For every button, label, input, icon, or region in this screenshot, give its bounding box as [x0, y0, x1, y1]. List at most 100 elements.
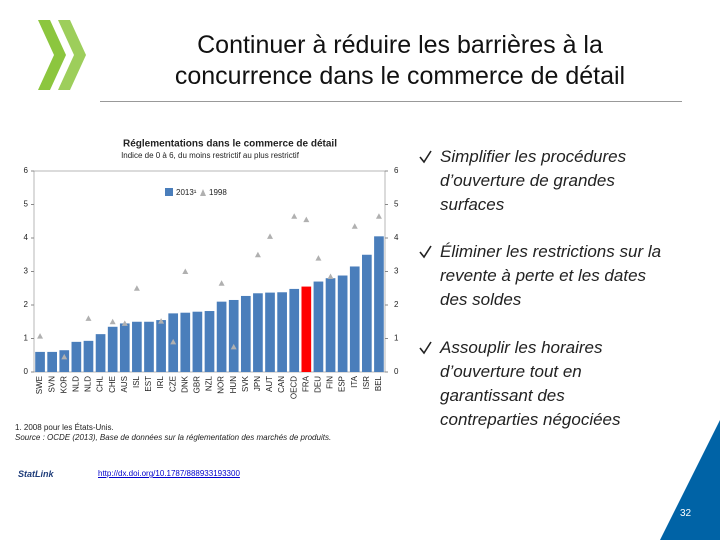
x-tick-label: NLD [71, 376, 80, 392]
bar [313, 281, 324, 372]
x-tick-label: ITA [350, 375, 359, 388]
y-tick-label: 5 [24, 200, 29, 209]
x-tick-label: DNK [180, 375, 189, 393]
marker-1998 [158, 318, 165, 324]
bar [47, 351, 57, 372]
y-tick-label: 2 [24, 300, 29, 309]
y2-tick-label: 4 [394, 233, 399, 242]
bullet-line: revente à perte et les dates [440, 266, 647, 285]
legend-label: 2013¹ [176, 188, 197, 197]
x-tick-label: BEL [374, 375, 383, 391]
marker-1998 [327, 273, 334, 280]
corner-decoration [660, 420, 720, 540]
marker-1998 [351, 223, 358, 229]
bullet-line: garantissant des [440, 386, 565, 405]
x-tick-label: KOR [59, 376, 68, 394]
y-tick-label: 3 [24, 267, 29, 276]
bullet-line: d’ouverture tout en [440, 362, 582, 381]
footnote: 1. 2008 pour les États-Unis. [15, 423, 114, 432]
marker-1998 [37, 333, 44, 339]
x-tick-label: OECD [289, 376, 298, 399]
x-tick-label: AUT [265, 376, 274, 392]
bullet-line: des soldes [440, 290, 522, 309]
check-icon [419, 150, 432, 164]
legend-swatch [165, 188, 173, 196]
marker-1998 [254, 251, 261, 258]
x-tick-label: CZE [168, 376, 177, 392]
bar [59, 350, 70, 372]
chart-subtitle: Indice de 0 à 6, du moins restrictif au … [121, 151, 300, 160]
bar [192, 311, 203, 372]
x-tick-label: CHL [96, 375, 105, 392]
bullet-line: contreparties négociées [440, 410, 621, 429]
y-tick-label: 4 [24, 233, 29, 242]
bar [35, 351, 45, 372]
marker-1998 [61, 353, 68, 360]
x-tick-label: NLD [84, 376, 93, 392]
bar [156, 320, 166, 372]
y2-tick-label: 3 [394, 267, 399, 276]
x-tick-label: ISR [362, 376, 371, 390]
x-tick-label: FIN [326, 376, 335, 389]
bar [253, 293, 263, 372]
bar [144, 321, 154, 372]
bar [265, 292, 275, 372]
bullet: Assouplir les horaires d’ouverture tout e… [418, 336, 621, 432]
marker-1998 [291, 213, 298, 219]
bar [362, 254, 372, 372]
page-number: 32 [680, 508, 692, 519]
bar [95, 334, 106, 372]
y-tick-label: 0 [24, 367, 29, 376]
marker-1998 [85, 315, 92, 321]
chart-title: Réglementations dans le commerce de déta… [123, 139, 337, 150]
bar [289, 288, 300, 372]
marker-1998 [218, 280, 225, 286]
x-tick-label: IRL [156, 375, 165, 388]
bar [83, 340, 94, 372]
x-tick-label: GBR [193, 376, 202, 394]
source: Source : OCDE (2013), Base de données su… [15, 433, 332, 442]
legend-swatch [200, 189, 206, 196]
y2-tick-label: 5 [394, 200, 399, 209]
divider [100, 101, 682, 102]
marker-1998 [121, 320, 128, 326]
bullet-line: d’ouverture de grandes [440, 171, 615, 190]
y2-tick-label: 1 [394, 334, 399, 343]
y-tick-label: 6 [24, 166, 29, 175]
x-tick-label: DEU [314, 376, 323, 393]
x-tick-label: ISL [132, 375, 141, 388]
bullet-line: surfaces [440, 195, 505, 214]
logo [38, 20, 86, 90]
bar [107, 326, 118, 372]
y2-tick-label: 0 [394, 367, 399, 376]
link[interactable]: http://dx.doi.org/10.1787/888933193300 [98, 469, 240, 478]
x-tick-label: NZL [205, 375, 214, 391]
bar [349, 266, 360, 372]
marker-1998 [170, 338, 177, 345]
marker-1998 [303, 216, 310, 223]
bar [180, 312, 191, 372]
x-tick-label: ESP [338, 376, 347, 392]
bullet-line: Éliminer les restrictions sur la [440, 242, 662, 261]
x-tick-label: SVN [47, 376, 56, 393]
marker-1998 [182, 268, 189, 274]
x-tick-label: NOR [217, 376, 226, 394]
x-tick-label: CAN [277, 376, 286, 393]
marker-1998 [109, 318, 116, 325]
y-tick-label: 1 [24, 334, 29, 343]
y2-tick-label: 2 [394, 300, 399, 309]
bar [301, 286, 312, 372]
marker-1998 [375, 213, 382, 219]
bar [277, 292, 287, 372]
bar [216, 301, 227, 372]
bullet: Éliminer les restrictions sur la revente … [418, 240, 661, 312]
marker-1998 [267, 233, 274, 239]
bar [228, 299, 239, 372]
bar [374, 236, 384, 372]
statlink: StatLink [18, 469, 54, 479]
marker-1998 [230, 343, 237, 350]
x-tick-label: SWE [35, 376, 44, 394]
bar [337, 275, 348, 372]
bar [325, 278, 336, 372]
